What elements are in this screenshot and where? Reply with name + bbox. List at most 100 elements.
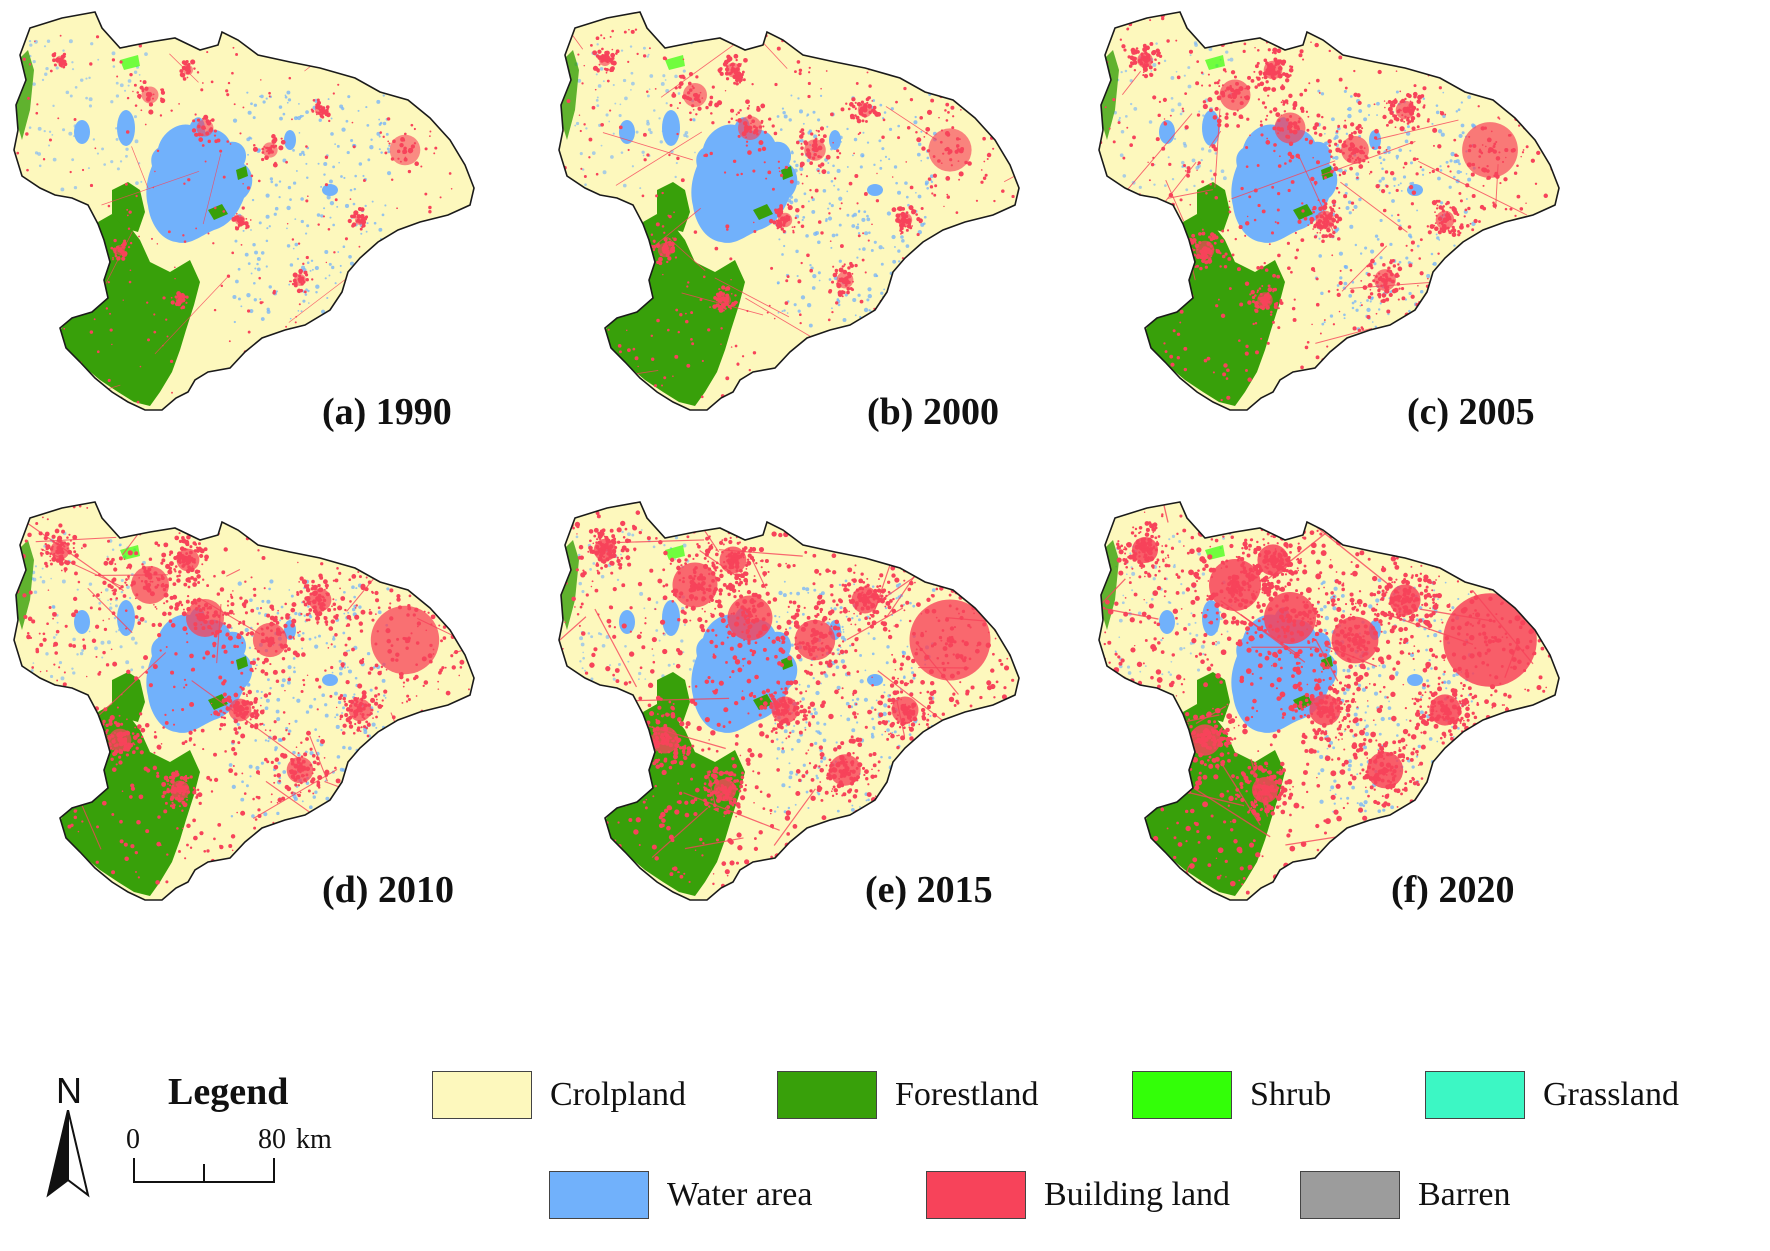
building-patch [1498,62,1502,65]
building-patch [226,140,230,143]
building-patch [1277,307,1280,310]
building-patch [1468,135,1471,138]
building-patch [1416,373,1421,378]
building-patch [1498,285,1502,289]
building-patch [344,237,348,241]
building-patch [1013,348,1017,352]
water-patch [368,750,372,754]
building-patch [379,131,382,134]
building-patch [1480,126,1485,131]
building-patch [1477,289,1480,292]
building-patch [1226,86,1231,91]
building-patch [1333,210,1336,213]
building-patch [281,403,284,406]
building-patch [346,282,349,284]
road-line [1299,158,1335,233]
water-body [867,184,883,196]
building-patch [425,629,428,632]
building-patch [752,125,756,129]
water-patch [867,287,872,292]
building-patch [1458,321,1462,325]
water-patch [44,72,48,76]
building-patch [597,250,601,255]
water-patch [891,234,896,240]
building-patch [930,295,936,302]
building-patch [1148,389,1152,393]
building-patch [429,342,433,346]
water-patch [341,107,345,111]
building-patch [1466,301,1471,305]
water-patch [1439,165,1442,168]
building-patch [645,90,649,93]
water-patch [838,223,842,227]
building-patch [1358,149,1364,155]
building-patch [1242,49,1246,53]
building-patch [317,223,320,226]
building-patch [939,140,943,144]
building-patch [1505,156,1507,159]
building-patch [831,401,836,406]
water-patch [1347,200,1352,205]
building-patch [151,623,156,627]
building-patch [1443,218,1448,223]
building-patch [1270,310,1273,314]
building-patch [1200,71,1204,74]
water-patch [292,181,297,185]
building-patch [135,194,138,198]
building-patch [643,158,647,162]
water-patch [60,187,65,192]
building-patch [154,170,156,173]
water-patch [103,163,107,166]
building-patch [433,351,437,354]
building-patch [1456,284,1460,288]
building-patch [204,160,207,163]
building-patch [748,104,751,107]
building-patch [808,13,812,18]
water-patch [900,319,906,325]
building-patch [1312,156,1314,159]
water-patch [1409,235,1413,239]
building-patch [722,309,725,312]
building-patch [700,395,704,399]
building-patch [1279,298,1283,302]
water-patch [98,601,102,605]
building-patch [1189,203,1192,206]
building-patch [51,348,54,351]
water-patch [284,94,287,97]
building-patch [27,347,29,350]
water-patch [893,165,898,169]
building-patch [1254,304,1258,308]
building-patch [428,357,431,360]
water-patch [230,815,234,818]
building-patch [1197,161,1201,165]
water-patch [890,107,894,111]
water-patch [1117,119,1121,122]
building-patch [799,321,802,325]
building-patch [581,82,584,85]
building-patch [779,173,784,178]
water-patch [371,722,376,727]
building-patch [868,378,873,382]
building-patch [440,600,443,603]
building-patch [1107,275,1110,277]
building-patch [1142,47,1148,53]
building-patch [1461,302,1467,307]
building-patch [1152,372,1157,378]
building-patch [319,105,323,109]
building-patch [1328,149,1333,154]
building-patch [1433,42,1438,46]
building-patch [206,614,209,617]
water-patch [1454,284,1459,289]
water-patch [920,159,923,162]
water-patch [1364,246,1368,250]
building-patch [1444,113,1447,116]
map-panel-1990: (a) 1990 [0,0,560,470]
lake-island [208,204,228,220]
building-patch [661,191,664,195]
building-patch [662,273,664,276]
water-patch [916,152,921,157]
building-patch [410,584,414,588]
water-patch [264,739,268,742]
water-patch [895,279,899,283]
building-patch [566,224,571,229]
